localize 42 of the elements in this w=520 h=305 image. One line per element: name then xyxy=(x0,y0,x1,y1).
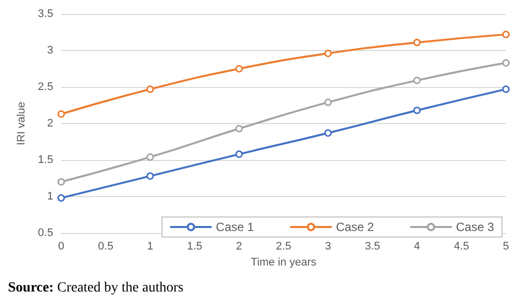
y-tick-label: 1 xyxy=(47,190,54,202)
point xyxy=(146,153,154,161)
x-tick-label: 1 xyxy=(147,240,154,252)
x-tick-label: 0.5 xyxy=(98,240,114,252)
x-tick-label: 2 xyxy=(236,240,242,252)
x-tick-label: 1.5 xyxy=(186,240,202,252)
legend-label: Case 1 xyxy=(216,220,254,234)
y-tick-label: 0.5 xyxy=(38,227,54,239)
x-tick-label: 2.5 xyxy=(276,240,292,252)
point xyxy=(413,38,421,46)
point xyxy=(413,106,421,114)
point xyxy=(146,85,154,93)
point xyxy=(324,98,332,106)
point xyxy=(57,194,65,202)
x-tick-label: 3 xyxy=(324,240,332,252)
x-tick-label: 5 xyxy=(502,240,510,252)
point xyxy=(502,59,510,67)
point xyxy=(57,178,65,186)
y-tick-label: 3 xyxy=(47,44,54,56)
point xyxy=(502,30,510,38)
point xyxy=(324,129,332,137)
legend-label: Case 3 xyxy=(456,220,494,234)
point xyxy=(324,50,332,58)
x-tick-label: 3.5 xyxy=(364,240,380,252)
point xyxy=(235,150,243,158)
x-tick-label: 4 xyxy=(414,240,420,252)
x-axis-title: Time in years xyxy=(250,256,317,268)
point xyxy=(146,172,154,180)
x-tick-label: 0 xyxy=(58,240,64,252)
y-tick-label: 2 xyxy=(47,118,54,130)
y-tick-label: 3.5 xyxy=(38,8,54,20)
y-axis-title: IRI value xyxy=(16,102,28,146)
legend-label: Case 2 xyxy=(336,220,374,234)
source-note: Source: Created by the authors xyxy=(8,280,184,296)
point xyxy=(235,65,243,72)
point xyxy=(57,110,65,118)
point xyxy=(235,124,243,132)
y-tick-label: 1.5 xyxy=(38,154,54,166)
x-tick-label: 4.5 xyxy=(454,240,470,252)
point xyxy=(413,76,421,84)
point xyxy=(502,85,510,93)
y-tick-label: 2.5 xyxy=(38,81,54,93)
